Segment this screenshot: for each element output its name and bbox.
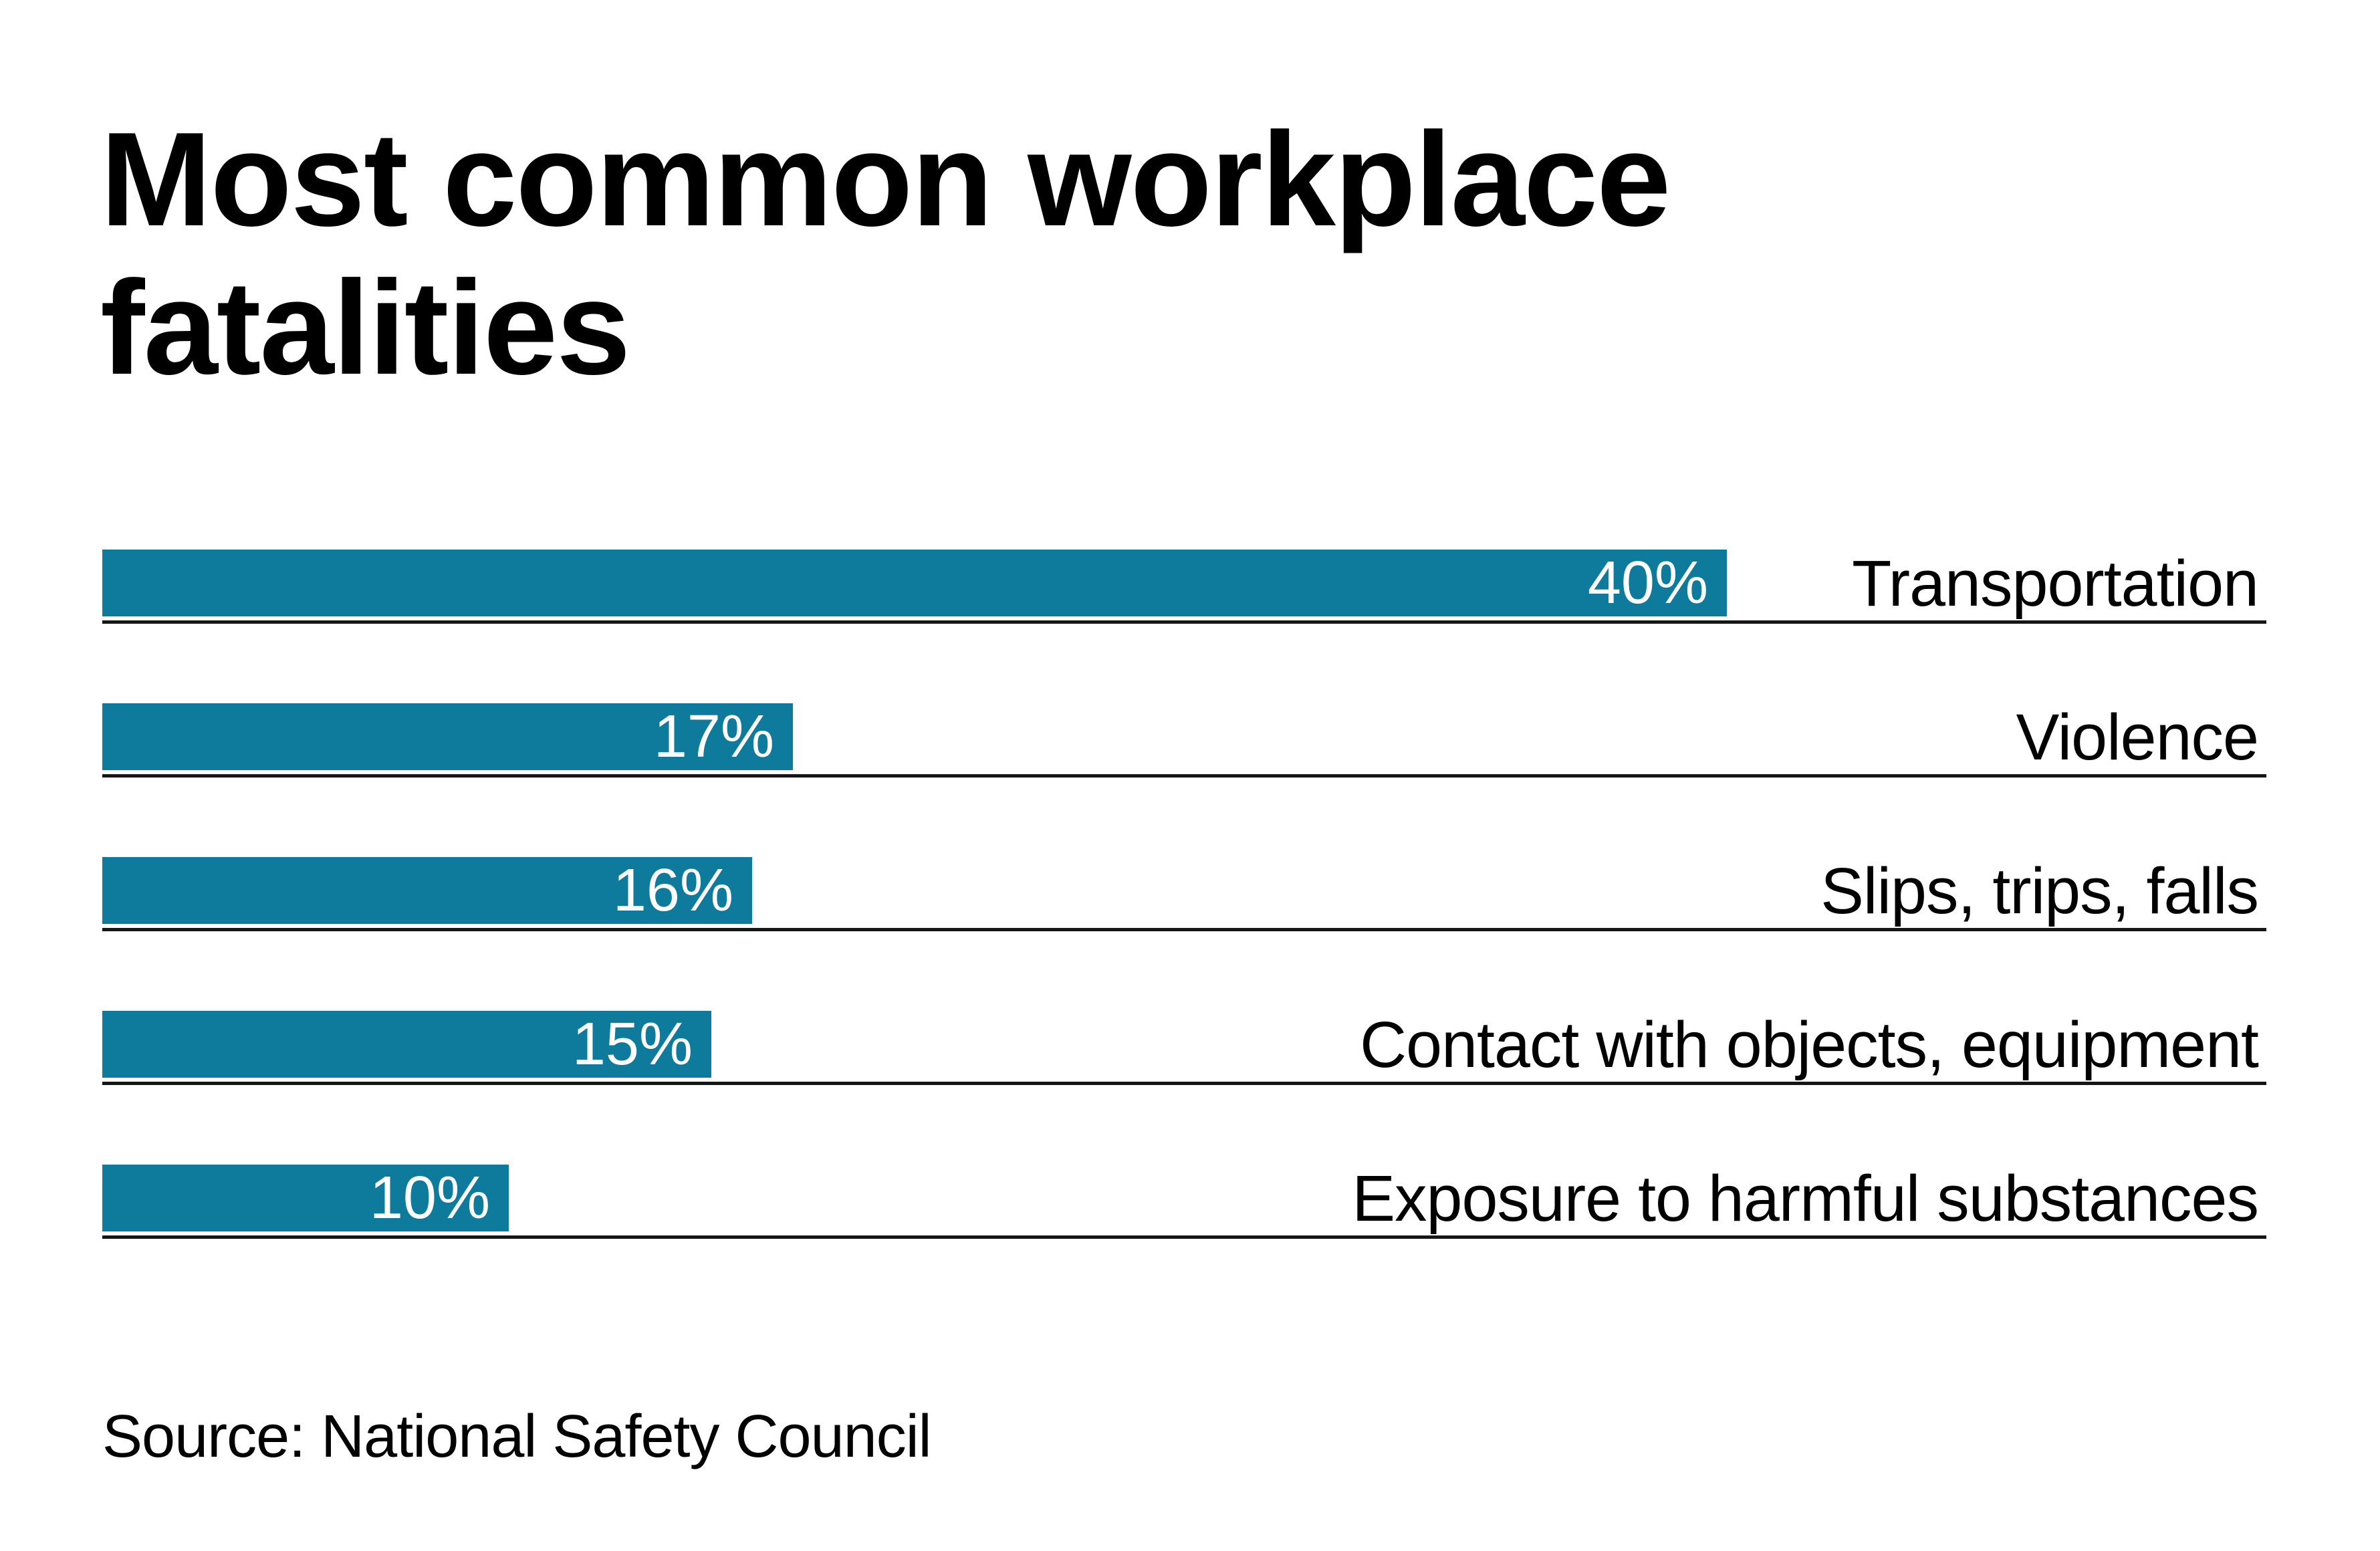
value-label: 16% [612, 857, 733, 924]
baseline-rule [102, 1235, 2266, 1239]
category-label: Transportation [1852, 547, 2259, 620]
bar-exposure-substances: 10% [102, 1165, 509, 1231]
baseline-rule [102, 774, 2266, 778]
value-label: 15% [572, 1011, 693, 1078]
page-title: Most common workplace fatalities [100, 105, 1671, 402]
baseline-rule [102, 928, 2266, 931]
baseline-rule [102, 1082, 2266, 1085]
bar-transportation: 40% [102, 550, 1727, 616]
category-label: Violence [2016, 701, 2259, 773]
page-title-line-1: Most common workplace [100, 105, 1671, 254]
bar-row-exposure-substances: 10% Exposure to harmful substances [102, 1165, 2266, 1239]
bar-row-violence: 17% Violence [102, 703, 2266, 778]
bar-row-contact-objects: 15% Contact with objects, equipment [102, 1011, 2266, 1086]
source-note: Source: National Safety Council [102, 1403, 932, 1470]
bar-chart: 40% Transportation 17% Violence 16% Slip… [102, 550, 2266, 1245]
bar-slips-trips-falls: 16% [102, 857, 752, 924]
category-label: Contact with objects, equipment [1360, 1008, 2259, 1081]
category-label: Slips, trips, falls [1820, 854, 2259, 927]
value-label: 40% [1587, 550, 1708, 616]
value-label: 10% [369, 1165, 490, 1231]
baseline-rule [102, 620, 2266, 624]
bar-contact-objects: 15% [102, 1011, 711, 1078]
bar-row-transportation: 40% Transportation [102, 550, 2266, 624]
value-label: 17% [653, 703, 774, 770]
category-label: Exposure to harmful substances [1352, 1162, 2259, 1235]
bar-row-slips-trips-falls: 16% Slips, trips, falls [102, 857, 2266, 932]
bar-violence: 17% [102, 703, 793, 770]
page-title-line-2: fatalities [100, 253, 630, 402]
